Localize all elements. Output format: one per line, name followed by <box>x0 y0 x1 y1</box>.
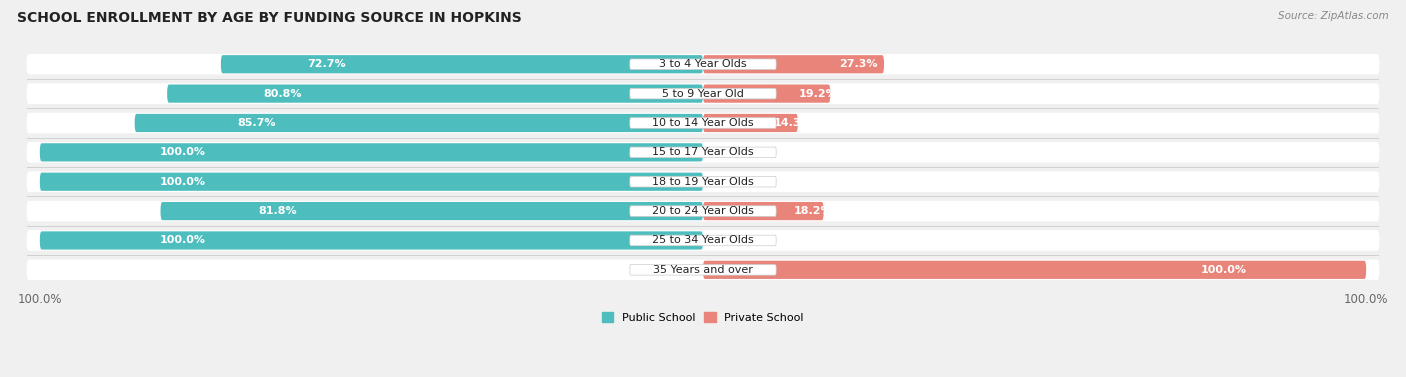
Text: 20 to 24 Year Olds: 20 to 24 Year Olds <box>652 206 754 216</box>
FancyBboxPatch shape <box>630 235 776 246</box>
Legend: Public School, Private School: Public School, Private School <box>598 308 808 327</box>
FancyBboxPatch shape <box>630 265 776 275</box>
Text: 72.7%: 72.7% <box>308 59 346 69</box>
FancyBboxPatch shape <box>27 259 1379 280</box>
FancyBboxPatch shape <box>703 261 1367 279</box>
FancyBboxPatch shape <box>135 114 703 132</box>
Text: 15 to 17 Year Olds: 15 to 17 Year Olds <box>652 147 754 157</box>
FancyBboxPatch shape <box>630 147 776 158</box>
FancyBboxPatch shape <box>630 118 776 128</box>
FancyBboxPatch shape <box>630 59 776 69</box>
Text: 80.8%: 80.8% <box>263 89 302 99</box>
FancyBboxPatch shape <box>27 54 1379 75</box>
Text: 100.0%: 100.0% <box>159 236 205 245</box>
Text: Source: ZipAtlas.com: Source: ZipAtlas.com <box>1278 11 1389 21</box>
FancyBboxPatch shape <box>630 88 776 99</box>
Text: SCHOOL ENROLLMENT BY AGE BY FUNDING SOURCE IN HOPKINS: SCHOOL ENROLLMENT BY AGE BY FUNDING SOUR… <box>17 11 522 25</box>
FancyBboxPatch shape <box>160 202 703 220</box>
Text: 25 to 34 Year Olds: 25 to 34 Year Olds <box>652 236 754 245</box>
FancyBboxPatch shape <box>703 55 884 74</box>
FancyBboxPatch shape <box>27 83 1379 104</box>
FancyBboxPatch shape <box>27 113 1379 133</box>
Text: 10 to 14 Year Olds: 10 to 14 Year Olds <box>652 118 754 128</box>
Text: 0.0%: 0.0% <box>716 177 745 187</box>
Text: 81.8%: 81.8% <box>259 206 297 216</box>
Text: 35 Years and over: 35 Years and over <box>652 265 754 275</box>
Text: 18 to 19 Year Olds: 18 to 19 Year Olds <box>652 177 754 187</box>
Text: 100.0%: 100.0% <box>1201 265 1246 275</box>
FancyBboxPatch shape <box>703 84 831 103</box>
Text: 0.0%: 0.0% <box>716 147 745 157</box>
FancyBboxPatch shape <box>39 143 703 161</box>
Text: 5 to 9 Year Old: 5 to 9 Year Old <box>662 89 744 99</box>
Text: 85.7%: 85.7% <box>238 118 276 128</box>
FancyBboxPatch shape <box>39 231 703 250</box>
FancyBboxPatch shape <box>630 206 776 216</box>
Text: 0.0%: 0.0% <box>716 236 745 245</box>
FancyBboxPatch shape <box>27 142 1379 162</box>
Text: 27.3%: 27.3% <box>839 59 877 69</box>
FancyBboxPatch shape <box>221 55 703 74</box>
Text: 0.0%: 0.0% <box>661 265 690 275</box>
FancyBboxPatch shape <box>27 201 1379 221</box>
Text: 18.2%: 18.2% <box>793 206 832 216</box>
FancyBboxPatch shape <box>167 84 703 103</box>
FancyBboxPatch shape <box>703 202 824 220</box>
Text: 100.0%: 100.0% <box>159 177 205 187</box>
Text: 14.3%: 14.3% <box>775 118 813 128</box>
FancyBboxPatch shape <box>703 114 797 132</box>
Text: 3 to 4 Year Olds: 3 to 4 Year Olds <box>659 59 747 69</box>
FancyBboxPatch shape <box>27 230 1379 251</box>
Text: 19.2%: 19.2% <box>799 89 837 99</box>
FancyBboxPatch shape <box>39 173 703 191</box>
FancyBboxPatch shape <box>27 172 1379 192</box>
FancyBboxPatch shape <box>630 176 776 187</box>
Text: 100.0%: 100.0% <box>159 147 205 157</box>
